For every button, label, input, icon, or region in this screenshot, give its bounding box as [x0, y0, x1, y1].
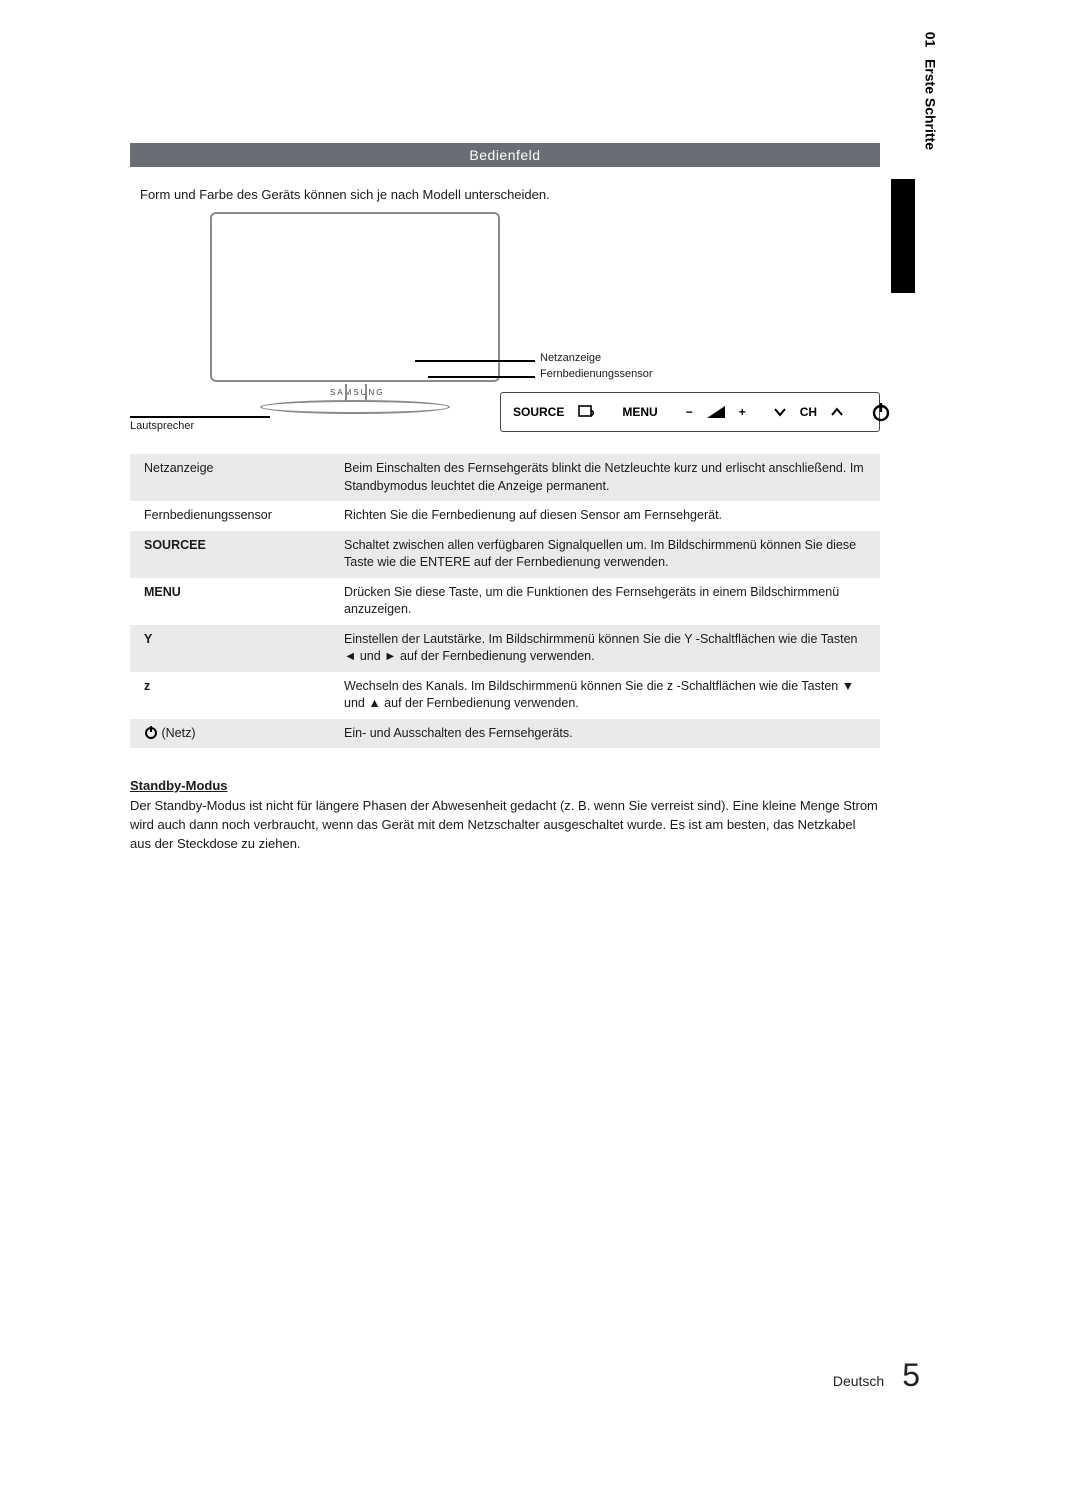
side-chapter-number: 01 [922, 32, 938, 48]
tv-button-panel: SOURCE MENU − + CH [500, 392, 880, 432]
table-key: MENU [130, 578, 330, 625]
section-header-title: Bedienfeld [469, 147, 540, 163]
panel-vol-minus: − [686, 405, 693, 419]
source-icon [578, 405, 594, 419]
speaker-label: Lautsprecher [130, 420, 194, 432]
page: 01 Erste Schritte Bedienfeld Form und Fa… [0, 0, 1080, 1494]
indicator-line-1 [415, 360, 535, 362]
page-footer: Deutsch 5 [833, 1357, 920, 1394]
table-key: Y [130, 625, 330, 672]
section-header: Bedienfeld [130, 143, 880, 167]
table-desc: Einstellen der Lautstärke. Im Bildschirm… [330, 625, 880, 672]
indicator-line-2 [428, 376, 535, 378]
panel-ch-label: CH [800, 405, 817, 419]
intro-text: Form und Farbe des Geräts können sich je… [140, 187, 880, 202]
footer-page-number: 5 [902, 1357, 920, 1394]
description-table: NetzanzeigeBeim Einschalten des Fernsehg… [130, 454, 880, 748]
table-row: MENUDrücken Sie diese Taste, um die Funk… [130, 578, 880, 625]
table-desc: Beim Einschalten des Fernsehgeräts blink… [330, 454, 880, 501]
indicator-label-2: Fernbedienungssensor [540, 368, 653, 380]
content-area: Bedienfeld Form und Farbe des Geräts kön… [130, 143, 880, 854]
table-row: NetzanzeigeBeim Einschalten des Fernsehg… [130, 454, 880, 501]
table-key: SOURCEE [130, 531, 330, 578]
standby-text: Der Standby-Modus ist nicht für längere … [130, 797, 880, 854]
panel-menu-label: MENU [622, 405, 657, 419]
power-icon [144, 725, 158, 739]
tv-stand-base [260, 400, 450, 414]
speaker-leader-line [130, 416, 270, 418]
side-tab-text: 01 Erste Schritte [922, 32, 938, 150]
table-key: z [130, 672, 330, 719]
side-chapter-title: Erste Schritte [922, 59, 938, 150]
table-desc: Schaltet zwischen allen verfügbaren Sign… [330, 531, 880, 578]
power-icon [871, 402, 891, 422]
table-row: SOURCEESchaltet zwischen allen verfügbar… [130, 531, 880, 578]
table-row: (Netz)Ein- und Ausschalten des Fernsehge… [130, 719, 880, 749]
table-row: FernbedienungssensorRichten Sie die Fern… [130, 501, 880, 531]
table-row: YEinstellen der Lautstärke. Im Bildschir… [130, 625, 880, 672]
chevron-up-icon [831, 407, 843, 417]
table-key: (Netz) [130, 719, 330, 749]
table-key: Fernbedienungssensor [130, 501, 330, 531]
chevron-down-icon [774, 407, 786, 417]
indicator-label-1: Netzanzeige [540, 352, 601, 364]
table-desc: Wechseln des Kanals. Im Bildschirmmenü k… [330, 672, 880, 719]
table-desc: Richten Sie die Fernbedienung auf diesen… [330, 501, 880, 531]
tv-diagram: SAMSUNG Lautsprecher Netzanzeige Fernbed… [130, 212, 880, 442]
table-desc: Ein- und Ausschalten des Fernsehgeräts. [330, 719, 880, 749]
side-chapter-black [891, 179, 915, 293]
side-chapter-tab [891, 143, 915, 293]
footer-lang: Deutsch [833, 1373, 884, 1389]
panel-vol-plus: + [739, 405, 746, 419]
side-chapter-white [891, 143, 915, 179]
volume-icon [707, 406, 725, 418]
tv-screen [210, 212, 500, 382]
table-desc: Drücken Sie diese Taste, um die Funktion… [330, 578, 880, 625]
standby-heading: Standby-Modus [130, 778, 880, 793]
table-key: Netzanzeige [130, 454, 330, 501]
table-row: zWechseln des Kanals. Im Bildschirmmenü … [130, 672, 880, 719]
panel-source-label: SOURCE [513, 405, 564, 419]
